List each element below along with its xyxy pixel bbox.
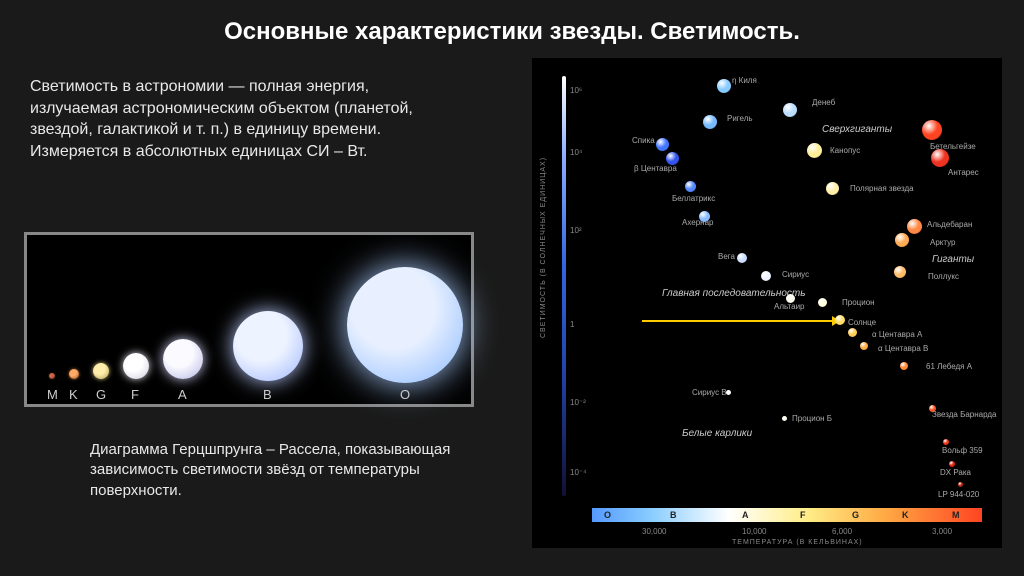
hr-star bbox=[922, 120, 942, 140]
hr-group-label: Сверхгиганты bbox=[822, 124, 892, 135]
hr-star-label: LP 944-020 bbox=[938, 490, 979, 499]
hr-star bbox=[807, 143, 822, 158]
spectral-label-O: O bbox=[400, 387, 410, 402]
hr-star-label: DX Рака bbox=[940, 468, 971, 477]
hr-star-label: Звезда Барнарда bbox=[932, 410, 997, 419]
hr-star bbox=[835, 315, 845, 325]
x-spectral-letter: K bbox=[902, 510, 909, 520]
hr-star bbox=[783, 103, 797, 117]
y-tick: 10² bbox=[570, 226, 582, 235]
hr-star-label: Спика bbox=[632, 136, 655, 145]
hr-star-label: Антарес bbox=[948, 168, 979, 177]
x-temp-label: 30,000 bbox=[642, 527, 666, 536]
hr-star bbox=[907, 219, 922, 234]
x-spectral-letter: O bbox=[604, 510, 611, 520]
spectral-label-M: M bbox=[47, 387, 58, 402]
spectral-label-K: K bbox=[69, 387, 78, 402]
hr-star-label: Беллатрикс bbox=[672, 194, 715, 203]
hr-star-label: η Киля bbox=[732, 76, 757, 85]
spectral-label-B: B bbox=[263, 387, 272, 402]
x-spectral-letter: G bbox=[852, 510, 859, 520]
hr-star bbox=[931, 149, 949, 167]
hr-group-label: Главная последовательность bbox=[662, 288, 806, 299]
x-spectral-letter: M bbox=[952, 510, 960, 520]
caption-text: Диаграмма Герцшпрунга – Рассела, показыв… bbox=[90, 440, 500, 501]
hr-star-label: Процион Б bbox=[792, 414, 832, 423]
hr-star bbox=[818, 298, 827, 307]
description-text: Светимость в астрономии — полная энергия… bbox=[30, 76, 460, 162]
spectral-star-M bbox=[49, 373, 55, 379]
hr-star bbox=[666, 152, 679, 165]
hr-star-label: Канопус bbox=[830, 146, 860, 155]
y-tick: 10⁴ bbox=[570, 148, 582, 157]
hr-star-label: Ахернар bbox=[682, 218, 713, 227]
hr-star bbox=[685, 181, 696, 192]
hr-star-label: Альтаир bbox=[774, 302, 805, 311]
hr-star-label: Вольф 359 bbox=[942, 446, 983, 455]
x-temp-label: 10,000 bbox=[742, 527, 766, 536]
hr-star-label: α Центавра А bbox=[872, 330, 922, 339]
spectral-star-G bbox=[93, 363, 109, 379]
y-tick: 10⁻⁴ bbox=[570, 468, 587, 477]
spectral-label-G: G bbox=[96, 387, 106, 402]
y-axis-label: СВЕТИМОСТЬ (В СОЛНЕЧНЫХ ЕДИНИЦАХ) bbox=[540, 157, 547, 338]
y-tick: 1 bbox=[570, 320, 574, 329]
y-tick: 10⁶ bbox=[570, 86, 582, 95]
x-spectrum-bar bbox=[592, 508, 982, 522]
spectral-label-A: A bbox=[178, 387, 187, 402]
page-title: Основные характеристики звезды. Светимос… bbox=[0, 0, 1024, 54]
hr-star bbox=[848, 328, 857, 337]
hr-star bbox=[900, 362, 908, 370]
spectral-star-B bbox=[233, 311, 303, 381]
hr-star-label: Сириус bbox=[782, 270, 809, 279]
spectral-star-K bbox=[69, 369, 79, 379]
hr-star bbox=[826, 182, 839, 195]
x-spectral-letter: A bbox=[742, 510, 749, 520]
hr-star-label: 61 Лебедя А bbox=[926, 362, 972, 371]
hr-star-label: Денеб bbox=[812, 98, 835, 107]
x-axis-label: ТЕМПЕРАТУРА (В КЕЛЬВИНАХ) bbox=[732, 539, 863, 546]
hr-star bbox=[943, 439, 949, 445]
hr-star-label: Ригель bbox=[727, 114, 753, 123]
hr-star bbox=[737, 253, 747, 263]
x-spectral-letter: B bbox=[670, 510, 677, 520]
hr-star bbox=[656, 138, 669, 151]
x-temp-label: 6,000 bbox=[832, 527, 852, 536]
hr-star-label: Полярная звезда bbox=[850, 184, 914, 193]
y-tick: 10⁻² bbox=[570, 398, 586, 407]
spectral-star-A bbox=[163, 339, 203, 379]
hr-star bbox=[782, 416, 787, 421]
spectral-star-F bbox=[123, 353, 149, 379]
hr-star-label: Сириус В bbox=[692, 388, 727, 397]
hr-star-label: α Центавра В bbox=[878, 344, 928, 353]
hr-star bbox=[717, 79, 731, 93]
hr-star-label: Альдебаран bbox=[927, 220, 972, 229]
x-spectral-letter: F bbox=[800, 510, 806, 520]
hr-group-label: Гиганты bbox=[932, 254, 974, 265]
hr-star-label: Процион bbox=[842, 298, 875, 307]
hr-star-label: Арктур bbox=[930, 238, 956, 247]
hr-star bbox=[894, 266, 906, 278]
spectral-label-F: F bbox=[131, 387, 139, 402]
hr-star bbox=[949, 461, 955, 467]
hr-star-label: Поллукс bbox=[928, 272, 959, 281]
main-sequence-arrow bbox=[642, 320, 832, 322]
hr-star bbox=[895, 233, 909, 247]
hr-star-label: Солнце bbox=[848, 318, 876, 327]
spectral-star-O bbox=[347, 267, 463, 383]
hr-star bbox=[958, 482, 963, 487]
hr-group-label: Белые карлики bbox=[682, 428, 752, 439]
hr-star-label: Вега bbox=[718, 252, 735, 261]
y-axis-bar bbox=[562, 76, 566, 496]
hr-star bbox=[761, 271, 771, 281]
hr-star-label: β Центавра bbox=[634, 164, 677, 173]
hr-star bbox=[703, 115, 717, 129]
spectral-classes-figure: MK G F A B O bbox=[24, 232, 474, 407]
x-temp-label: 3,000 bbox=[932, 527, 952, 536]
hr-star bbox=[860, 342, 868, 350]
hr-diagram: СВЕТИМОСТЬ (В СОЛНЕЧНЫХ ЕДИНИЦАХ) ТЕМПЕР… bbox=[532, 58, 1002, 548]
